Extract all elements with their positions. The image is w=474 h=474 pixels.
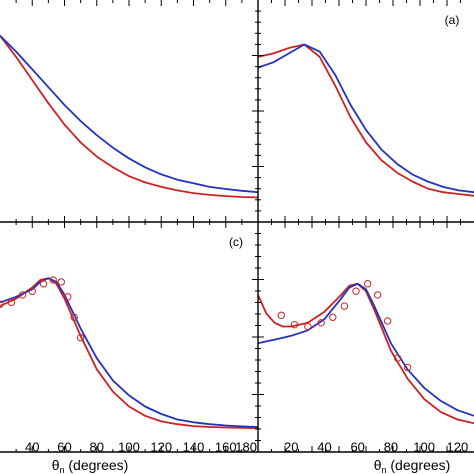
axis-label-subscript: n	[381, 465, 386, 474]
x-tick-label: 60	[350, 440, 364, 455]
blue-series-line	[258, 282, 474, 417]
data-marker	[49, 276, 57, 284]
blue-series-line	[0, 34, 258, 194]
data-marker	[57, 278, 65, 286]
panel-label: (a)	[445, 13, 460, 27]
data-marker	[0, 300, 4, 308]
axis-label-subscript: n	[59, 465, 64, 474]
x-axis-label-right: θn (degrees)	[374, 457, 451, 474]
panel-top-left	[0, 0, 258, 222]
data-marker	[277, 311, 285, 320]
data-marker	[18, 291, 27, 299]
x-tick-label: 80	[90, 440, 104, 455]
axis-ticks	[15, 222, 258, 452]
x-tick-label: 160	[215, 440, 237, 455]
x-tick-label: 60	[57, 440, 71, 455]
data-marker	[393, 354, 402, 362]
panel-label: (c)	[229, 235, 243, 249]
chart-frame	[0, 0, 474, 453]
x-tick-label: 100	[118, 440, 140, 455]
red-series-line	[0, 277, 258, 429]
data-marker	[363, 280, 372, 288]
x-tick-label: 40	[317, 440, 331, 455]
panel-bottom-right: 20 40 60 80 100 120	[258, 222, 474, 455]
data-marker	[403, 363, 412, 372]
axis-label-units: (degrees)	[65, 457, 129, 473]
data-marker	[28, 287, 36, 295]
x-tick-label: 140	[183, 440, 205, 455]
data-marker	[383, 317, 392, 325]
data-marker	[304, 322, 312, 331]
blue-series-line	[258, 43, 474, 194]
blue-series-line	[0, 277, 258, 428]
data-marker	[340, 302, 349, 310]
x-tick-label: 80	[384, 440, 398, 455]
data-marker	[70, 313, 78, 321]
red-series-line	[0, 35, 258, 199]
data-marker	[352, 287, 360, 295]
axis-label-symbol: θ	[52, 457, 60, 473]
data-marker	[317, 319, 325, 327]
data-marker	[76, 334, 85, 342]
axis-label-symbol: θ	[374, 457, 382, 473]
x-tick-label: 120	[447, 440, 469, 455]
data-marker	[290, 320, 299, 329]
data-marker	[373, 291, 382, 299]
x-tick-label: 180	[235, 440, 257, 455]
panel-top-right: (a)	[258, 0, 474, 222]
data-marker	[329, 313, 337, 321]
x-tick-label: 100	[413, 440, 435, 455]
x-tick-label: 40	[25, 440, 39, 455]
data-marker	[7, 298, 15, 307]
x-tick-label: 20	[284, 440, 298, 455]
data-marker	[39, 280, 48, 288]
axis-label-units: (degrees)	[387, 457, 451, 473]
x-tick-label: 120	[150, 440, 172, 455]
data-marker	[64, 293, 72, 301]
red-series-line	[258, 43, 474, 197]
x-axis-label-left: θn (degrees)	[52, 457, 129, 474]
